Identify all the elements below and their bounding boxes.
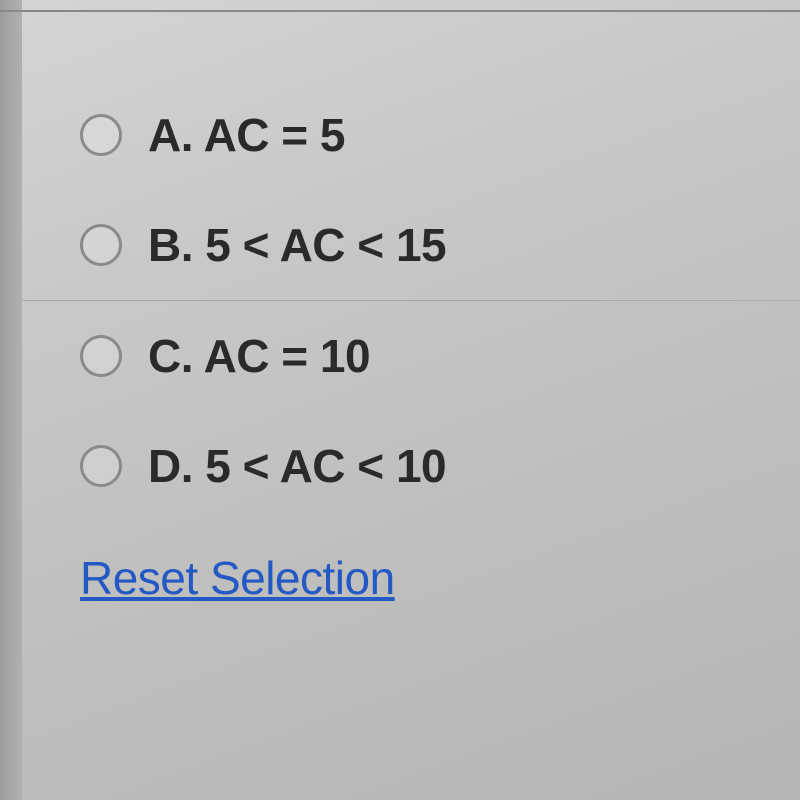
- radio-a[interactable]: [80, 114, 122, 156]
- option-d-label: D. 5 < AC < 10: [148, 439, 446, 493]
- radio-b[interactable]: [80, 224, 122, 266]
- option-a[interactable]: A. AC = 5: [22, 80, 800, 190]
- option-b[interactable]: B. 5 < AC < 15: [22, 190, 800, 301]
- option-c[interactable]: C. AC = 10: [22, 301, 800, 411]
- option-d[interactable]: D. 5 < AC < 10: [22, 411, 800, 521]
- radio-c[interactable]: [80, 335, 122, 377]
- radio-d[interactable]: [80, 445, 122, 487]
- option-c-label: C. AC = 10: [148, 329, 370, 383]
- left-panel-border: [0, 0, 22, 800]
- option-a-label: A. AC = 5: [148, 108, 345, 162]
- reset-selection-link[interactable]: Reset Selection: [80, 551, 800, 605]
- option-b-label: B. 5 < AC < 15: [148, 218, 446, 272]
- options-container: A. AC = 5 B. 5 < AC < 15 C. AC = 10 D. 5…: [22, 12, 800, 605]
